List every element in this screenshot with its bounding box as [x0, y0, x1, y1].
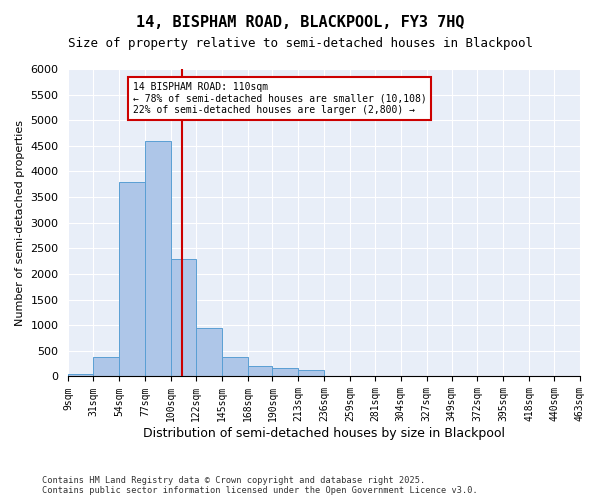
- Text: 14 BISPHAM ROAD: 110sqm
← 78% of semi-detached houses are smaller (10,108)
22% o: 14 BISPHAM ROAD: 110sqm ← 78% of semi-de…: [133, 82, 427, 115]
- Bar: [171, 258, 196, 376]
- Text: Contains HM Land Registry data © Crown copyright and database right 2025.
Contai: Contains HM Land Registry data © Crown c…: [42, 476, 478, 495]
- Text: 14, BISPHAM ROAD, BLACKPOOL, FY3 7HQ: 14, BISPHAM ROAD, BLACKPOOL, FY3 7HQ: [136, 15, 464, 30]
- X-axis label: Distribution of semi-detached houses by size in Blackpool: Distribution of semi-detached houses by …: [143, 427, 505, 440]
- Bar: [248, 366, 272, 376]
- Bar: [119, 182, 145, 376]
- Bar: [93, 357, 119, 376]
- Y-axis label: Number of semi-detached properties: Number of semi-detached properties: [15, 120, 25, 326]
- Text: Size of property relative to semi-detached houses in Blackpool: Size of property relative to semi-detach…: [67, 38, 533, 51]
- Bar: [272, 368, 298, 376]
- Bar: [221, 357, 248, 376]
- Bar: [68, 374, 93, 376]
- Bar: [145, 140, 171, 376]
- Bar: [196, 328, 221, 376]
- Bar: [298, 370, 324, 376]
